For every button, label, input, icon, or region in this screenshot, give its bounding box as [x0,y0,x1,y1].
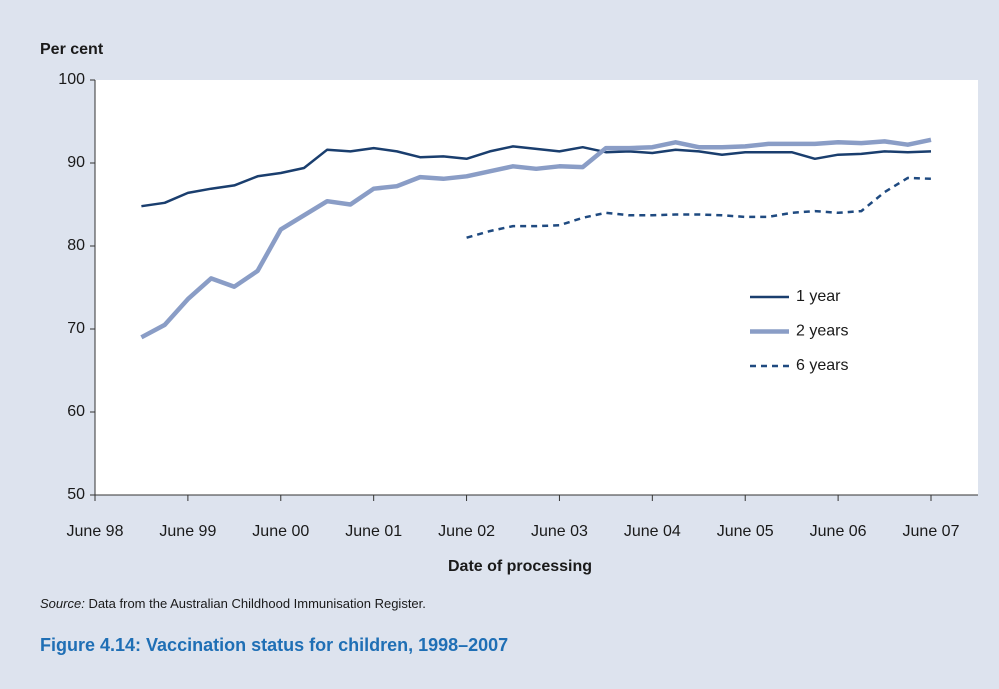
y-tick-label: 50 [67,486,85,503]
x-tick-label: June 03 [531,523,588,540]
x-tick-label: June 01 [345,523,402,540]
x-tick-label: June 07 [903,523,960,540]
source-text: Data from the Australian Childhood Immun… [88,596,425,611]
legend-label: 6 years [796,357,848,374]
x-tick-label: June 05 [717,523,774,540]
y-tick-label: 100 [58,71,85,88]
x-tick-label: June 99 [159,523,216,540]
x-tick-label: June 98 [67,523,124,540]
y-tick-label: 90 [67,154,85,171]
x-tick-label: June 04 [624,523,681,540]
legend-label: 1 year [796,288,841,305]
legend-label: 2 years [796,323,848,340]
y-tick-label: 80 [67,237,85,254]
x-tick-label: June 06 [810,523,867,540]
series-line [466,176,932,239]
y-axis-label: Per cent [40,41,104,58]
y-tick-label: 70 [67,320,85,337]
source-note: Source: Data from the Australian Childho… [40,596,426,611]
x-tick-label: June 02 [438,523,495,540]
series-line [141,145,932,208]
chart-title: Figure 4.14: Vaccination status for chil… [40,635,508,655]
source-label: Source: [40,596,85,611]
x-tick-label: June 00 [252,523,309,540]
series-line [140,137,932,340]
x-axis-label: Date of processing [448,558,592,575]
y-tick-label: 60 [67,403,85,420]
